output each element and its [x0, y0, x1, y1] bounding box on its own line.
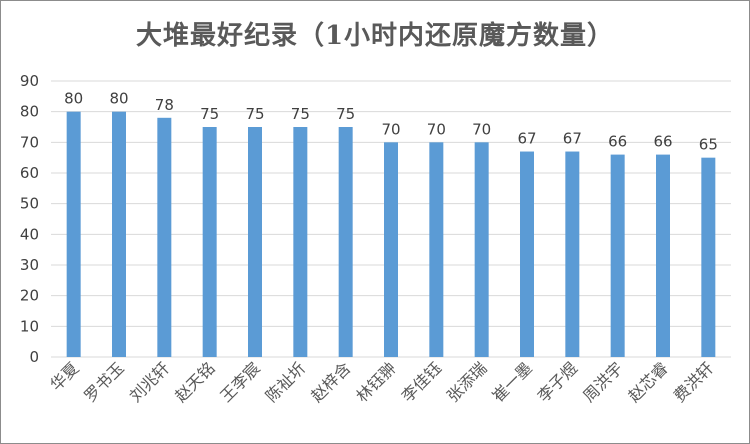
data-label: 70: [381, 120, 400, 138]
bar: [474, 142, 489, 357]
x-category-label: 李佳钰: [398, 358, 445, 405]
bar: [293, 127, 308, 357]
x-category-label: 王李宸: [216, 358, 263, 405]
y-tick-label: 20: [20, 287, 39, 305]
x-category-label: 刘兆轩: [126, 358, 173, 405]
bar: [66, 111, 81, 358]
data-label: 65: [699, 136, 718, 154]
data-label: 75: [291, 105, 310, 123]
bar: [384, 142, 398, 357]
y-tick-label: 80: [20, 103, 39, 121]
x-category-label: 林钰翀: [352, 358, 399, 405]
bar: [656, 154, 670, 357]
chart-title: 大堆最好纪录（1小时内还原魔方数量）: [135, 21, 615, 51]
bar: [701, 157, 716, 357]
data-label: 78: [155, 96, 174, 114]
bar: [112, 111, 126, 358]
y-tick-label: 50: [20, 195, 39, 213]
x-category-label: 罗书玉: [80, 358, 127, 405]
y-tick-label: 30: [20, 256, 39, 274]
x-category-label: 李子煜: [534, 358, 581, 405]
bar: [202, 127, 217, 357]
data-label: 75: [245, 105, 264, 123]
x-category-label: 赵天铭: [171, 358, 218, 405]
bar: [520, 151, 534, 357]
data-label: 66: [653, 133, 672, 151]
data-label: 66: [608, 133, 627, 151]
x-category-label: 赵梓含: [307, 358, 354, 405]
y-tick-label: 70: [20, 133, 39, 151]
x-category-label: 赵芯睿: [624, 358, 671, 405]
data-label: 70: [427, 120, 446, 138]
data-label: 75: [336, 105, 355, 123]
bar: [429, 142, 444, 357]
y-tick-label: 60: [20, 164, 39, 182]
data-label: 67: [517, 130, 536, 148]
x-category-label: 周洪宇: [579, 358, 626, 405]
x-category-label: 张添瑞: [443, 358, 490, 405]
x-category-label: 陈祉圻: [262, 358, 309, 405]
bar: [565, 151, 580, 357]
x-category-label: 华夏: [46, 358, 82, 394]
x-category-label: 崔一墨: [488, 358, 535, 405]
y-tick-label: 40: [20, 225, 39, 243]
data-label: 80: [109, 90, 128, 108]
data-label: 70: [472, 120, 491, 138]
bar: [338, 127, 353, 357]
bar: [248, 127, 262, 357]
y-tick-label: 10: [20, 317, 39, 335]
y-tick-label: 0: [29, 348, 39, 366]
bar: [157, 117, 172, 357]
bar: [610, 154, 625, 357]
data-label: 75: [200, 105, 219, 123]
y-tick-label: 90: [20, 72, 39, 90]
data-label: 67: [563, 130, 582, 148]
data-label: 80: [64, 90, 83, 108]
x-category-label: 费洪轩: [670, 358, 717, 405]
